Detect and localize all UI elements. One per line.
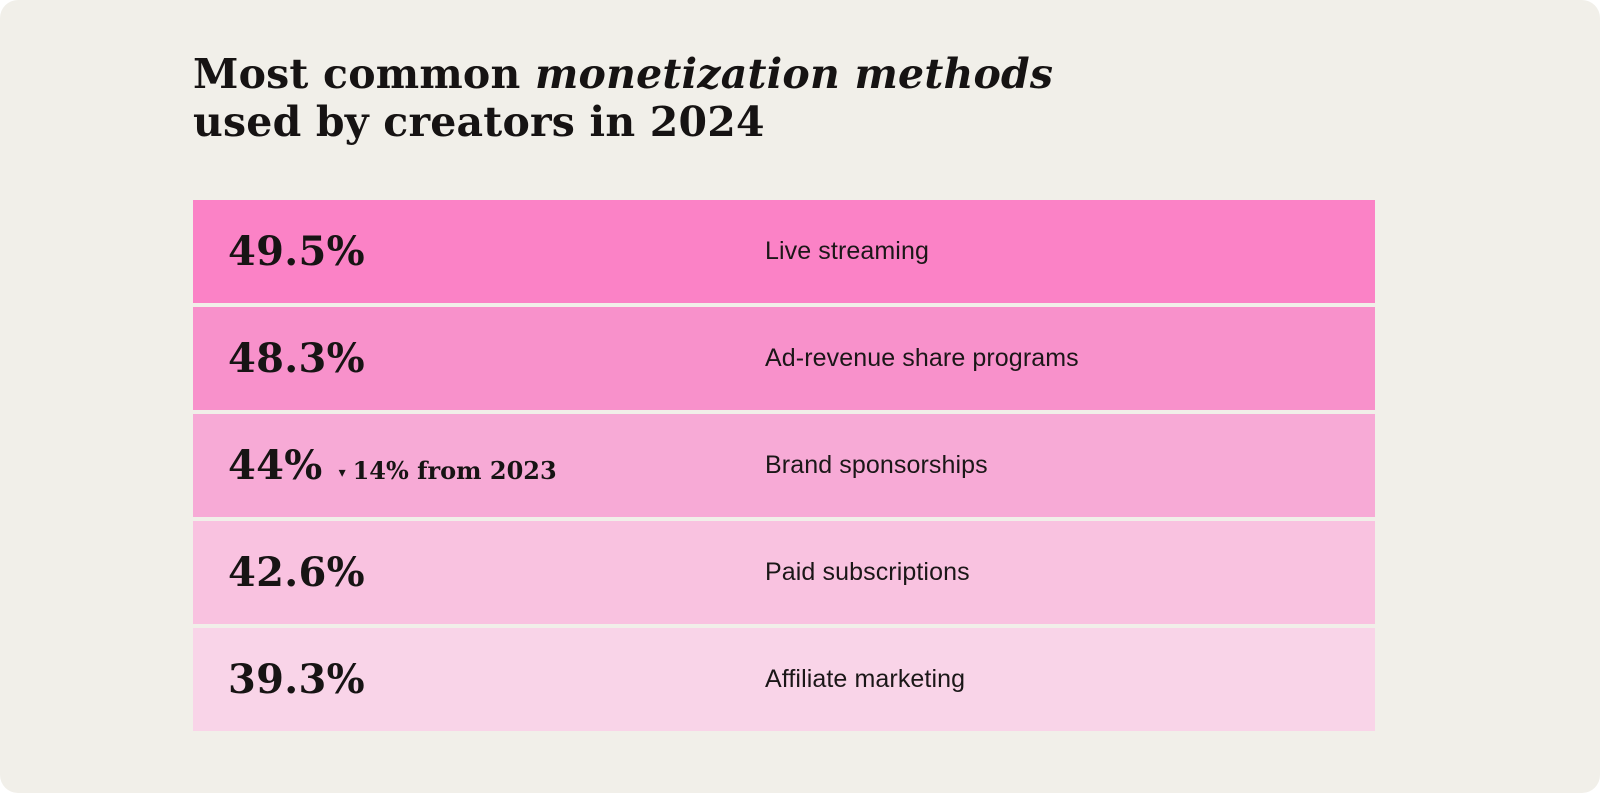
chart-rows: 49.5% Live streaming 48.3% Ad-revenue sh… [193, 200, 1375, 731]
title-line1-italic: monetization methods [534, 50, 1054, 98]
row-value-cell: 42.6% [193, 549, 765, 596]
row-value-cell: 44% ▾ 14% from 2023 [193, 442, 765, 489]
row-label: Ad-revenue share programs [765, 344, 1079, 372]
chart-row-paid-subscriptions: 42.6% Paid subscriptions [193, 521, 1375, 624]
row-value: 44% [228, 442, 323, 489]
title-line1-regular: Most common [193, 50, 535, 98]
row-value: 49.5% [228, 228, 365, 275]
row-value: 48.3% [228, 335, 365, 382]
chart-title: Most common monetization methods used by… [193, 50, 1053, 147]
row-label: Live streaming [765, 237, 929, 265]
down-arrow-icon: ▾ [338, 465, 346, 481]
chart-row-affiliate-marketing: 39.3% Affiliate marketing [193, 628, 1375, 731]
row-change: ▾ 14% from 2023 [339, 456, 557, 485]
row-value-cell: 39.3% [193, 656, 765, 703]
chart-row-live-streaming: 49.5% Live streaming [193, 200, 1375, 303]
row-change-text: 14% from 2023 [352, 456, 557, 485]
row-label: Paid subscriptions [765, 558, 970, 586]
row-value: 42.6% [228, 549, 365, 596]
row-label: Brand sponsorships [765, 451, 988, 479]
row-value-cell: 48.3% [193, 335, 765, 382]
row-value: 39.3% [228, 656, 365, 703]
title-line2: used by creators in 2024 [193, 98, 765, 147]
chart-row-ad-revenue: 48.3% Ad-revenue share programs [193, 307, 1375, 410]
row-label: Affiliate marketing [765, 665, 966, 693]
chart-row-brand-sponsorships: 44% ▾ 14% from 2023 Brand sponsorships [193, 414, 1375, 517]
row-value-cell: 49.5% [193, 228, 765, 275]
